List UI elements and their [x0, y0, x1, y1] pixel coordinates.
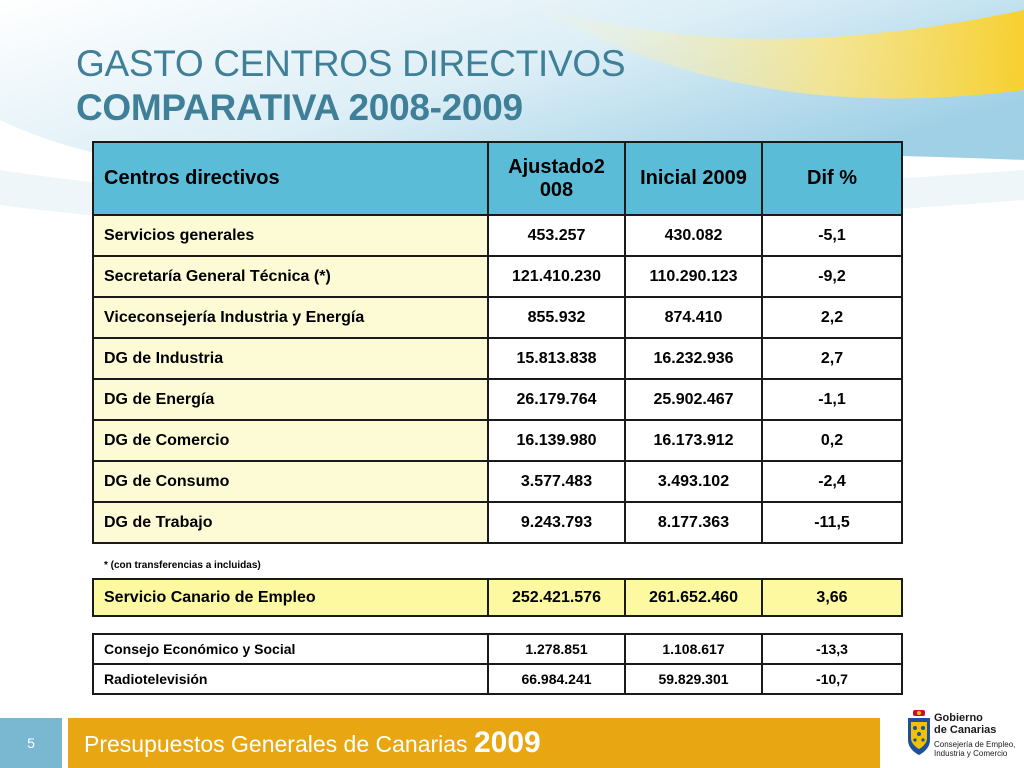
- logo-subtitle: Consejería de Empleo, Industria y Comerc…: [934, 740, 1015, 758]
- logo-line-4: Industria y Comercio: [934, 749, 1008, 758]
- header-ajustado: Ajustado2 008: [487, 141, 626, 216]
- footer-title: Presupuestos Generales de Canarias 2009: [84, 726, 541, 761]
- otros-organismos-table: Consejo Económico y Social 1.278.851 1.1…: [92, 633, 903, 695]
- cell-dif: 2,2: [761, 296, 903, 339]
- table-row: Servicio Canario de Empleo 252.421.576 2…: [92, 578, 903, 617]
- table-row: DG de Trabajo 9.243.793 8.177.363 -11,5: [92, 501, 903, 544]
- cell-inicial: 110.290.123: [624, 255, 763, 298]
- coat-of-arms-icon: [908, 710, 930, 755]
- cell-dif: -10,7: [761, 663, 903, 695]
- cell-dif: -9,2: [761, 255, 903, 298]
- cell-dif: -13,3: [761, 633, 903, 665]
- cell-centro: DG de Consumo: [92, 460, 489, 503]
- logo-line-1: Gobierno: [934, 712, 983, 724]
- cell-centro: DG de Industria: [92, 337, 489, 380]
- cell-inicial: 25.902.467: [624, 378, 763, 421]
- cell-ajustado: 3.577.483: [487, 460, 626, 503]
- cell-centro: Secretaría General Técnica (*): [92, 255, 489, 298]
- cell-inicial: 59.829.301: [624, 663, 763, 695]
- table-row: DG de Comercio 16.139.980 16.173.912 0,2: [92, 419, 903, 462]
- cell-ajustado: 16.139.980: [487, 419, 626, 462]
- cell-inicial: 430.082: [624, 214, 763, 257]
- table-row: Secretaría General Técnica (*) 121.410.2…: [92, 255, 903, 298]
- cell-ajustado: 1.278.851: [487, 633, 626, 665]
- page-number: 5: [0, 718, 62, 768]
- cell-centro: DG de Trabajo: [92, 501, 489, 544]
- cell-ajustado: 15.813.838: [487, 337, 626, 380]
- cell-centro: DG de Energía: [92, 378, 489, 421]
- servicio-canario-empleo-table: Servicio Canario de Empleo 252.421.576 2…: [92, 578, 903, 617]
- cell-inicial: 16.232.936: [624, 337, 763, 380]
- cell-ajustado: 453.257: [487, 214, 626, 257]
- table-row: Servicios generales 453.257 430.082 -5,1: [92, 214, 903, 257]
- cell-dif: -11,5: [761, 501, 903, 544]
- cell-inicial: 1.108.617: [624, 633, 763, 665]
- cell-ajustado: 66.984.241: [487, 663, 626, 695]
- cell-ajustado: 26.179.764: [487, 378, 626, 421]
- cell-inicial: 8.177.363: [624, 501, 763, 544]
- cell-dif: -5,1: [761, 214, 903, 257]
- cell-ajustado: 855.932: [487, 296, 626, 339]
- cell-ajustado: 9.243.793: [487, 501, 626, 544]
- slide-title: GASTO CENTROS DIRECTIVOS COMPARATIVA 200…: [76, 42, 626, 130]
- cell-centro: DG de Comercio: [92, 419, 489, 462]
- footer-text: Presupuestos Generales de Canarias: [84, 731, 468, 757]
- title-line-1: GASTO CENTROS DIRECTIVOS: [76, 43, 626, 84]
- cell-dif: -1,1: [761, 378, 903, 421]
- footer-year: 2009: [473, 726, 541, 759]
- table-header-row: Centros directivos Ajustado2 008 Inicial…: [92, 141, 903, 216]
- table-footnote: * (con transferencias a incluidas): [104, 560, 261, 571]
- cell-dif: -2,4: [761, 460, 903, 503]
- logo-title: Gobierno de Canarias: [934, 712, 996, 736]
- table-row: Viceconsejería Industria y Energía 855.9…: [92, 296, 903, 339]
- header-dif: Dif %: [761, 141, 903, 216]
- table-row: Radiotelevisión 66.984.241 59.829.301 -1…: [92, 663, 903, 695]
- table-row: Consejo Económico y Social 1.278.851 1.1…: [92, 633, 903, 665]
- footer-bar: [68, 718, 880, 768]
- cell-dif: 3,66: [761, 578, 903, 617]
- cell-inicial: 16.173.912: [624, 419, 763, 462]
- table-row: DG de Consumo 3.577.483 3.493.102 -2,4: [92, 460, 903, 503]
- cell-inicial: 261.652.460: [624, 578, 763, 617]
- table-row: DG de Energía 26.179.764 25.902.467 -1,1: [92, 378, 903, 421]
- cell-ajustado: 252.421.576: [487, 578, 626, 617]
- cell-centro: Radiotelevisión: [92, 663, 489, 695]
- table-row: DG de Industria 15.813.838 16.232.936 2,…: [92, 337, 903, 380]
- cell-inicial: 3.493.102: [624, 460, 763, 503]
- cell-centro: Servicios generales: [92, 214, 489, 257]
- logo-line-3: Consejería de Empleo,: [934, 740, 1016, 749]
- cell-ajustado: 121.410.230: [487, 255, 626, 298]
- cell-inicial: 874.410: [624, 296, 763, 339]
- title-line-2: COMPARATIVA 2008-2009: [76, 87, 523, 128]
- cell-dif: 2,7: [761, 337, 903, 380]
- gobierno-canarias-logo: Gobierno de Canarias Consejería de Emple…: [904, 706, 1024, 768]
- cell-dif: 0,2: [761, 419, 903, 462]
- logo-line-2: de Canarias: [934, 724, 997, 736]
- header-inicial: Inicial 2009: [624, 141, 763, 216]
- centros-directivos-table: Centros directivos Ajustado2 008 Inicial…: [92, 141, 903, 544]
- cell-centro: Consejo Económico y Social: [92, 633, 489, 665]
- header-centros: Centros directivos: [92, 141, 489, 216]
- cell-centro: Viceconsejería Industria y Energía: [92, 296, 489, 339]
- cell-centro: Servicio Canario de Empleo: [92, 578, 489, 617]
